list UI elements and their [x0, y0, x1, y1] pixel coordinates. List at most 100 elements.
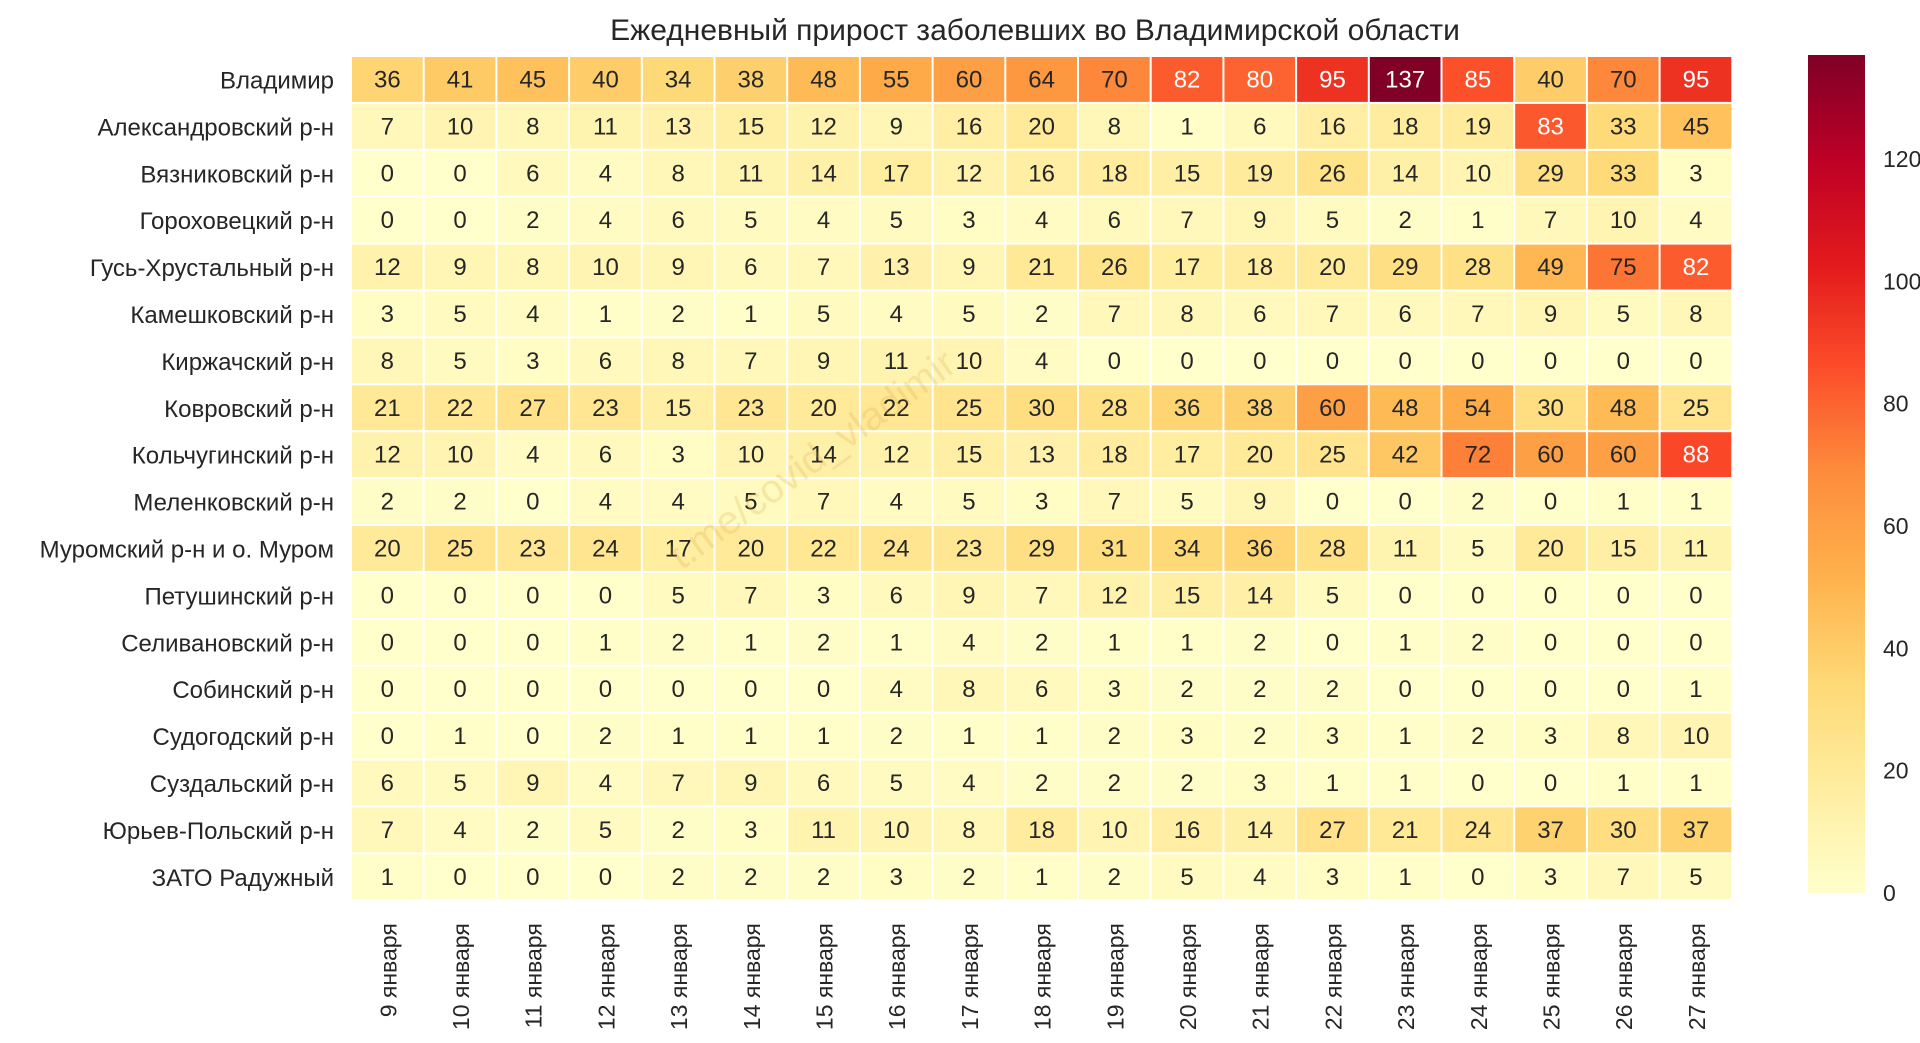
cell-value-label: 3: [1180, 723, 1193, 750]
cell-value-label: 9: [1253, 207, 1266, 234]
cell-value-label: 18: [1028, 817, 1055, 844]
heatmap-cell: [424, 385, 496, 431]
cell-value-label: 6: [1253, 301, 1266, 328]
cell-value-label: 8: [1180, 301, 1193, 328]
cell-value-label: 24: [883, 535, 910, 562]
cell-value-label: 0: [453, 676, 466, 703]
heatmap-cell: [1587, 244, 1659, 290]
cell-value-label: 9: [817, 348, 830, 375]
cell-value-label: 80: [1246, 66, 1273, 93]
heatmap-cell: [1515, 666, 1586, 712]
column-label: 9 января: [375, 923, 401, 1017]
heatmap-cell: [424, 479, 496, 524]
cell-value-label: 14: [810, 442, 837, 469]
heatmap-cell: [788, 150, 859, 196]
cell-value-label: 2: [1180, 770, 1193, 797]
heatmap-cell: [715, 338, 787, 384]
cell-value-label: 5: [1471, 535, 1484, 562]
cell-value-label: 3: [890, 864, 903, 891]
cell-value-label: 7: [1108, 489, 1121, 516]
heatmap-cell: [1442, 291, 1514, 337]
cell-value-label: 7: [1544, 207, 1557, 234]
cell-value-label: 8: [962, 676, 975, 703]
cell-value-label: 15: [956, 442, 983, 469]
heatmap-cell: [715, 197, 787, 243]
heatmap-cell: [570, 854, 641, 900]
heatmap-cell: [1587, 713, 1659, 759]
cell-value-label: 0: [1326, 629, 1339, 656]
cell-value-label: 4: [1689, 207, 1702, 234]
column-label: 17 января: [957, 923, 983, 1030]
cell-value-label: 82: [1683, 254, 1710, 281]
heatmap-cell: [1515, 619, 1586, 665]
heatmap-cell: [1660, 432, 1732, 478]
heatmap-cell: [424, 572, 496, 618]
cell-value-label: 7: [1326, 301, 1339, 328]
cell-value-label: 42: [1392, 442, 1419, 469]
heatmap-cell: [1151, 244, 1223, 290]
cell-value-label: 7: [671, 770, 684, 797]
heatmap-cell: [1587, 103, 1659, 149]
cell-value-label: 60: [956, 66, 983, 93]
heatmap-cell: [1006, 244, 1077, 290]
cell-value-label: 95: [1683, 66, 1710, 93]
heatmap-cell: [788, 103, 859, 149]
cell-value-label: 3: [1544, 723, 1557, 750]
cell-value-label: 5: [453, 301, 466, 328]
cell-value-label: 6: [1398, 301, 1411, 328]
heatmap-cell: [1515, 244, 1586, 290]
cell-value-label: 3: [381, 301, 394, 328]
heatmap-cell: [424, 526, 496, 571]
cell-value-label: 12: [374, 254, 401, 281]
row-label: Камешковский р-н: [130, 302, 334, 329]
cell-value-label: 0: [599, 864, 612, 891]
cell-value-label: 48: [1610, 395, 1637, 422]
cell-value-label: 1: [1035, 723, 1048, 750]
cell-value-label: 0: [526, 676, 539, 703]
cell-value-label: 1: [962, 723, 975, 750]
column-label: 21 января: [1248, 923, 1274, 1030]
heatmap-cell: [1297, 572, 1368, 618]
heatmap-cell: [860, 291, 932, 337]
cell-value-label: 5: [671, 582, 684, 609]
cell-value-label: 85: [1464, 66, 1491, 93]
heatmap-cell: [424, 666, 496, 712]
heatmap-cell: [424, 244, 496, 290]
heatmap-cell: [1660, 666, 1732, 712]
cell-value-label: 0: [1471, 348, 1484, 375]
heatmap-cell: [1660, 807, 1732, 853]
heatmap-cell: [933, 244, 1005, 290]
cell-value-label: 4: [962, 770, 975, 797]
heatmap-cell: [1006, 57, 1077, 102]
cell-value-label: 49: [1537, 254, 1564, 281]
cell-value-label: 1: [671, 723, 684, 750]
cell-value-label: 20: [737, 535, 764, 562]
cell-value-label: 2: [1471, 723, 1484, 750]
heatmap-cell: [1369, 103, 1441, 149]
heatmap-cell: [1660, 197, 1732, 243]
cell-value-label: 16: [956, 113, 983, 140]
cell-value-label: 2: [1108, 770, 1121, 797]
heatmap-cell: [424, 854, 496, 900]
cell-value-label: 0: [453, 582, 466, 609]
cell-value-label: 48: [810, 66, 837, 93]
heatmap-cell: [1079, 854, 1150, 900]
heatmap-cell: [1660, 291, 1732, 337]
cell-value-label: 11: [1683, 535, 1708, 562]
heatmap-cell: [933, 432, 1005, 478]
cell-value-label: 2: [1253, 676, 1266, 703]
cell-value-label: 8: [1108, 113, 1121, 140]
heatmap-cell: [1224, 479, 1296, 524]
heatmap-cell: [933, 807, 1005, 853]
cell-value-label: 21: [1392, 817, 1419, 844]
cell-value-label: 3: [1253, 770, 1266, 797]
heatmap-cell: [497, 244, 569, 290]
cell-value-label: 5: [453, 770, 466, 797]
cell-value-label: 2: [890, 723, 903, 750]
heatmap-cell: [424, 807, 496, 853]
heatmap-cell: [1660, 572, 1732, 618]
cell-value-label: 6: [671, 207, 684, 234]
cell-value-label: 18: [1392, 113, 1419, 140]
heatmap-cell: [1006, 619, 1077, 665]
heatmap-cell: [1006, 338, 1077, 384]
